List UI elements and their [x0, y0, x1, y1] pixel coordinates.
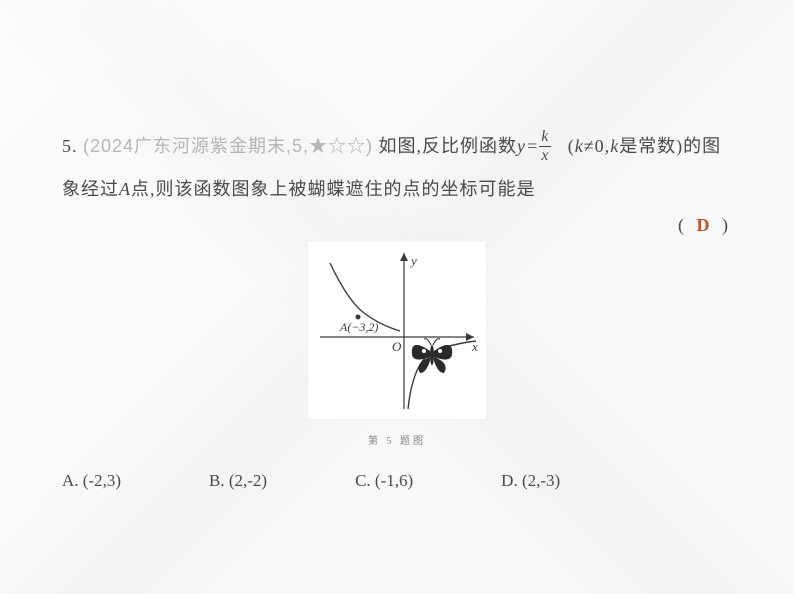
point-A-var: A — [119, 179, 131, 199]
answer-letter: D — [697, 215, 710, 235]
question-line-1: 5. (2024广东河源紫金期末,5,★☆☆) 如图,反比例函数y=kx (k≠… — [62, 128, 732, 167]
var-k-2: k — [610, 136, 619, 156]
y-axis-arrow — [400, 253, 408, 261]
fraction-denominator: x — [539, 146, 551, 164]
figure-container: y x O A(−3,2) — [62, 240, 732, 447]
point-A-marker — [356, 314, 361, 319]
question-number: 5. — [62, 136, 78, 156]
question-neq: ≠0, — [584, 136, 610, 156]
question-text-1: 如图,反比例函数 — [379, 136, 518, 156]
answer-choices: A. (-2,3) B. (2,-2) C. (-1,6) D. (2,-3) — [62, 471, 732, 491]
question-content: 5. (2024广东河源紫金期末,5,★☆☆) 如图,反比例函数y=kx (k≠… — [0, 0, 794, 491]
fraction-k-over-x: kx — [539, 127, 551, 165]
choice-a: A. (-2,3) — [62, 471, 121, 491]
fraction-numerator: k — [539, 129, 551, 146]
question-paren-open: ( — [568, 136, 575, 156]
graph-svg: y x O A(−3,2) — [308, 241, 488, 421]
choice-b: B. (2,-2) — [209, 471, 267, 491]
bracket-close: ) — [722, 215, 728, 235]
choice-d: D. (2,-3) — [501, 471, 560, 491]
origin-label: O — [392, 339, 402, 354]
figure-caption: 第 5 题图 — [62, 432, 732, 447]
question-source: (2024广东河源紫金期末,5,★☆☆) — [83, 136, 373, 156]
line2-part2: 点,则该函数图象上被蝴蝶遮住的点的坐标可能是 — [131, 179, 536, 199]
figure-box: y x O A(−3,2) — [307, 240, 487, 420]
question-line-2: 象经过A点,则该函数图象上被蝴蝶遮住的点的坐标可能是 — [62, 171, 732, 209]
point-A-label: A(−3,2) — [339, 320, 378, 334]
line2-part1: 象经过 — [62, 179, 119, 199]
var-k-1: k — [575, 136, 584, 156]
y-axis-label: y — [409, 253, 417, 268]
question-text-4: 是常数)的图 — [619, 136, 721, 156]
formula-y-eq: y= — [517, 136, 539, 156]
bracket-open: ( — [678, 215, 684, 235]
choice-c: C. (-1,6) — [355, 471, 413, 491]
answer-bracket: ( D ) — [62, 215, 732, 236]
